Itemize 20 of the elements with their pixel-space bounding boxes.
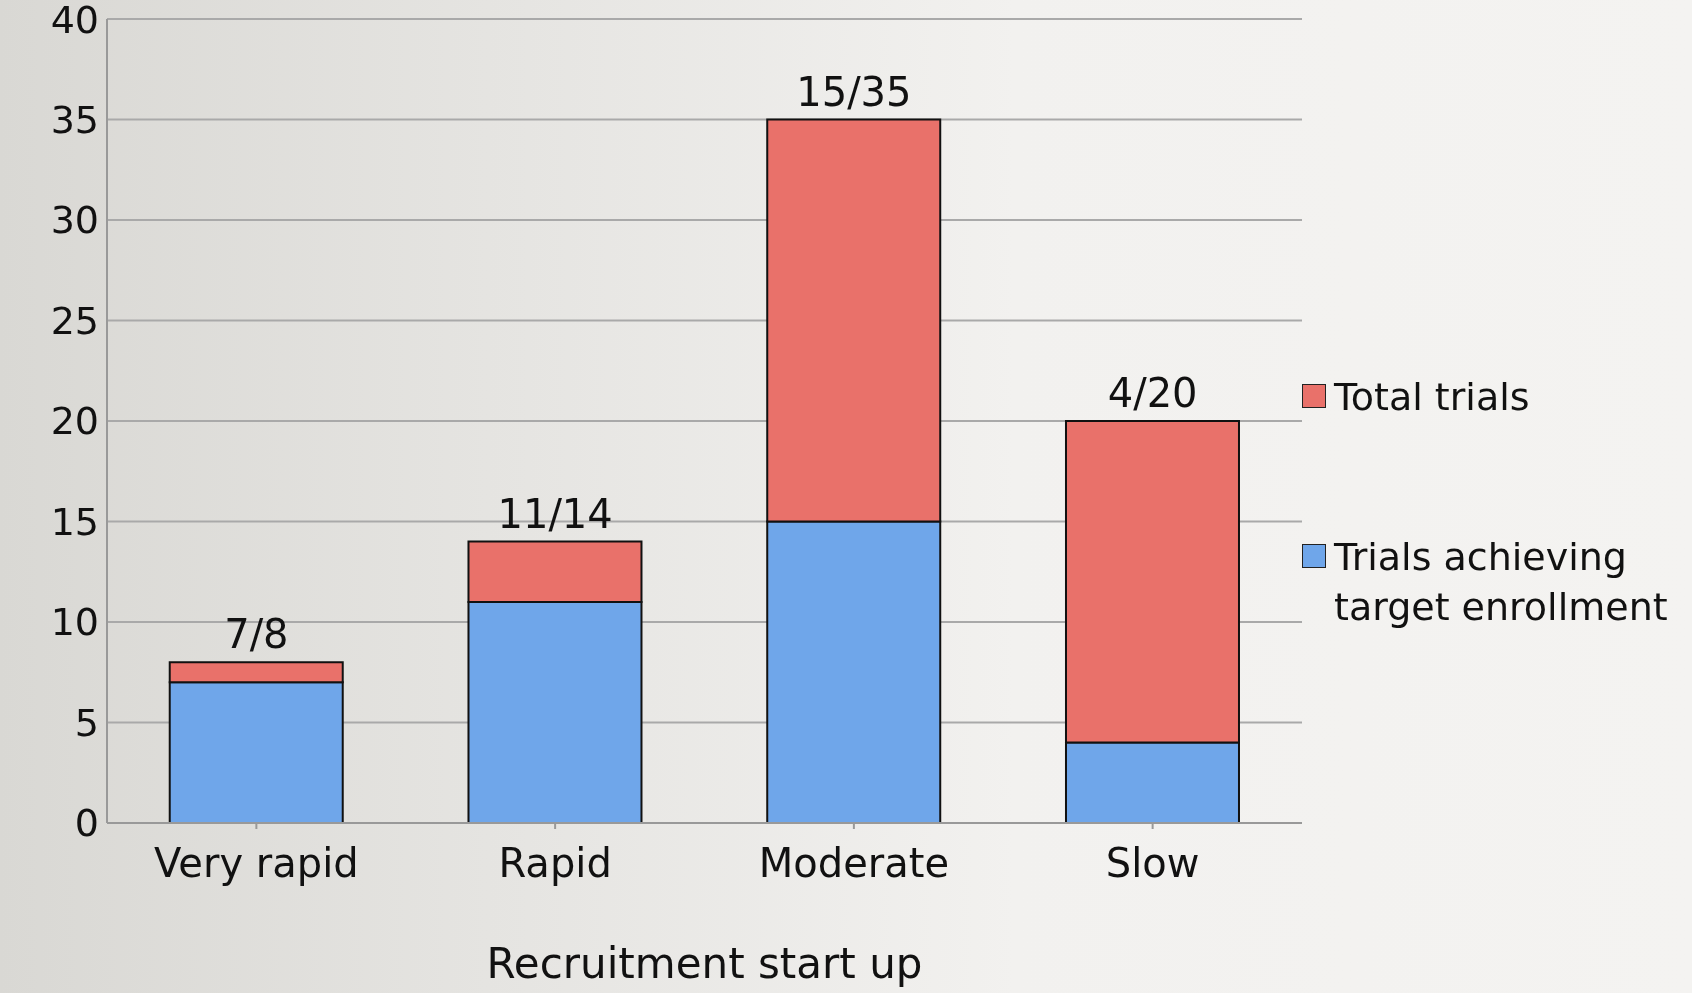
annotation: 7/8 [224,611,289,658]
annotation: 15/35 [796,68,912,115]
annotation: 11/14 [497,490,613,537]
y-tick-label: 15 [50,499,99,544]
x-tick-label: Moderate [758,840,949,887]
y-tick-label: 40 [50,0,99,42]
x-tick-label: Slow [1105,840,1200,887]
x-tick-label: Rapid [498,840,612,887]
y-tick-label: 0 [74,801,99,846]
text: Total trials [1334,373,1530,421]
x-tick-label: Very rapid [154,840,359,887]
annotation: 4/20 [1107,370,1198,416]
legend-label: Trials achieving target enrollment [1334,533,1669,631]
y-tick-label: 35 [50,97,99,142]
x-axis-title: Recruitment start up [486,939,923,988]
y-tick-label: 5 [74,700,99,745]
y-tick-label: 20 [50,399,99,444]
y-tick-label: 30 [50,198,99,243]
y-tick-label: 10 [50,600,99,645]
y-tick-label: 25 [50,298,99,343]
